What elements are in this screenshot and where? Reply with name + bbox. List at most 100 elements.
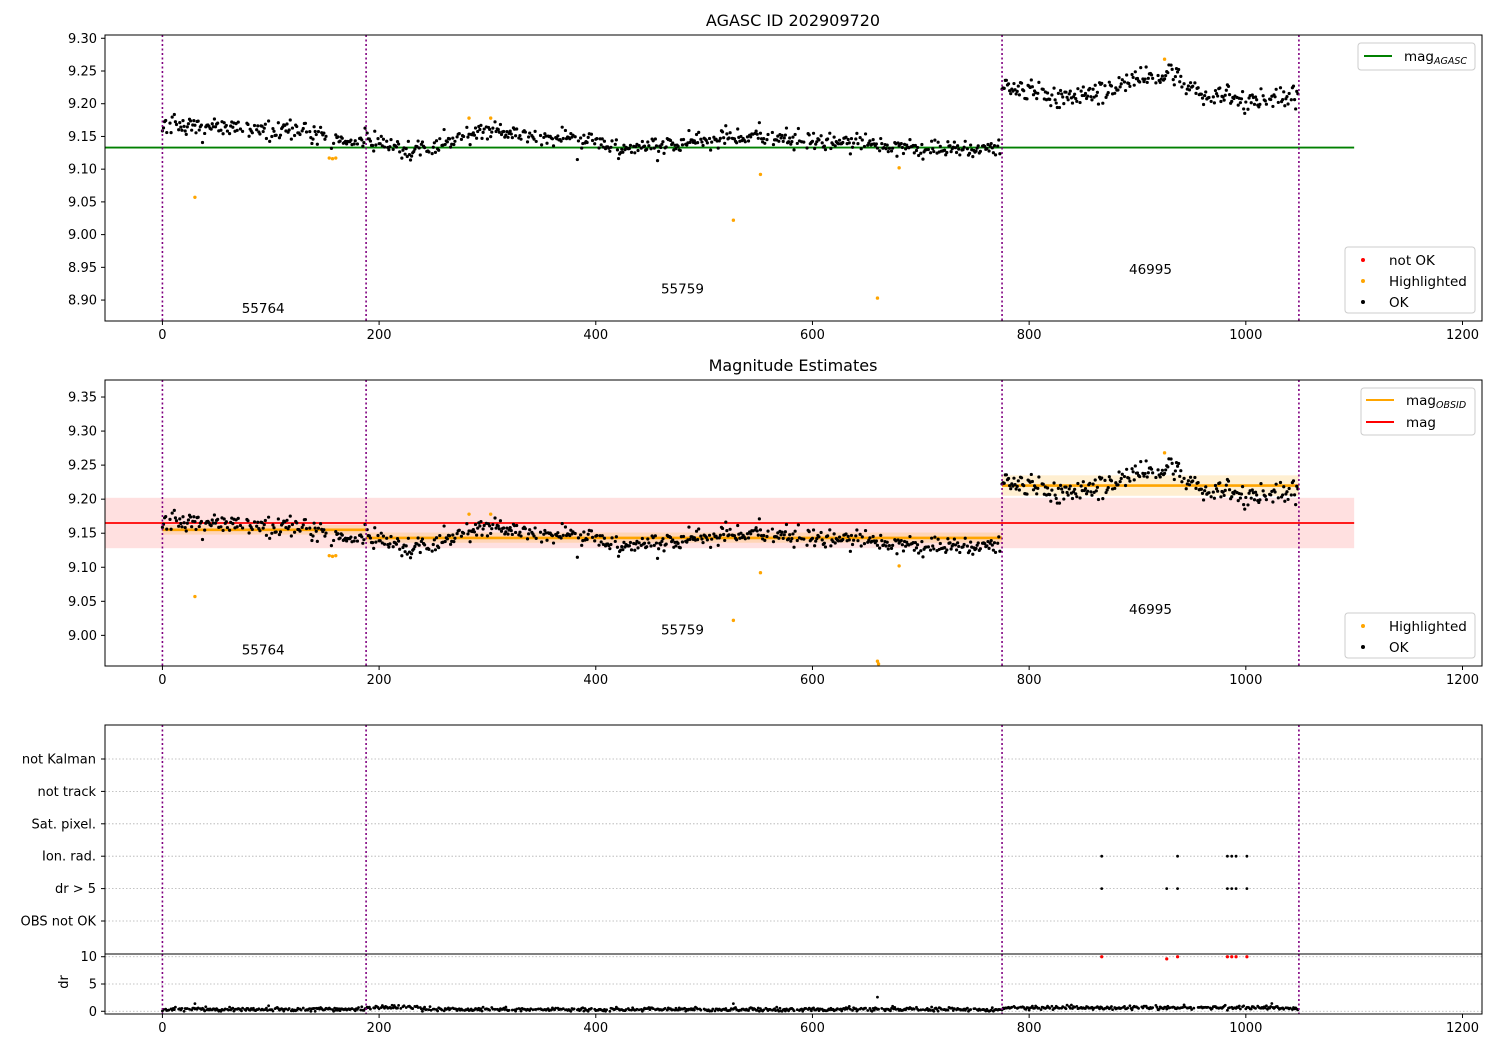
ok-point	[1252, 498, 1257, 502]
panel-2-title: Magnitude Estimates	[709, 356, 878, 375]
ok-point	[1127, 476, 1131, 480]
dr-point	[185, 1007, 189, 1010]
ok-point	[1015, 484, 1019, 488]
highlighted-point	[875, 296, 880, 300]
ok-point	[1017, 488, 1021, 492]
ok-point	[622, 143, 626, 147]
ok-point	[629, 548, 634, 552]
ok-point	[502, 129, 506, 134]
ok-point	[1109, 479, 1114, 483]
ok-point	[1169, 457, 1173, 461]
ok-point	[1175, 70, 1180, 74]
ok-point	[1177, 67, 1181, 72]
ok-point	[859, 544, 863, 548]
ok-point	[647, 541, 651, 545]
ok-point	[780, 530, 784, 534]
ok-point	[678, 148, 682, 153]
ok-point	[868, 536, 872, 540]
ok-point	[854, 534, 858, 538]
ok-point	[381, 534, 386, 538]
ok-point	[222, 517, 226, 521]
ok-point	[1263, 494, 1267, 498]
ok-point	[388, 145, 392, 149]
ok-point	[1057, 501, 1062, 505]
dr-point	[167, 1008, 171, 1012]
dr-point	[1168, 1006, 1172, 1010]
ok-point	[395, 536, 400, 541]
ok-point	[787, 537, 791, 541]
ok-point	[400, 554, 404, 558]
ok-point	[1107, 475, 1111, 479]
ok-point	[1118, 480, 1122, 484]
ok-point	[1142, 79, 1146, 84]
ok-point	[288, 514, 292, 518]
ok-point	[1170, 461, 1174, 465]
ok-point	[197, 524, 201, 529]
ok-point	[688, 537, 692, 542]
ok-point	[1201, 498, 1206, 502]
ok-point	[817, 535, 821, 539]
ok-point	[718, 136, 722, 140]
dr-point	[1075, 1004, 1079, 1008]
ok-point	[373, 129, 377, 133]
ok-point	[1253, 490, 1258, 494]
ok-point	[900, 145, 904, 150]
legend-label: not OK	[1389, 253, 1436, 269]
ok-point	[1154, 81, 1158, 85]
plot-frame	[104, 34, 1483, 322]
ok-point	[258, 132, 262, 136]
ok-point	[493, 120, 497, 124]
ok-point	[433, 548, 438, 552]
ok-point	[1249, 101, 1253, 105]
highlighted-point	[193, 594, 197, 599]
ok-point	[264, 136, 269, 141]
ok-point	[904, 544, 908, 548]
ok-point	[1287, 486, 1291, 491]
ok-point	[671, 141, 675, 145]
ok-point	[423, 543, 427, 547]
ok-point	[709, 545, 713, 549]
ok-point	[620, 147, 624, 151]
ok-point	[795, 141, 799, 146]
flag-label: not track	[37, 785, 96, 800]
ok-point	[290, 126, 295, 130]
dr-point	[536, 1007, 540, 1011]
ok-point	[445, 140, 449, 144]
ok-point	[848, 549, 852, 553]
ok-point	[593, 539, 597, 543]
ok-point	[221, 132, 225, 136]
ok-point	[633, 151, 637, 155]
ok-point	[1068, 89, 1072, 93]
dr-point	[973, 1007, 977, 1011]
ok-point	[1219, 99, 1223, 104]
ok-point	[783, 530, 787, 534]
ok-point	[1078, 496, 1082, 500]
ok-point	[1030, 85, 1034, 89]
y-tick-label: 8.90	[68, 294, 97, 309]
ok-point	[314, 132, 318, 137]
ok-point	[868, 139, 872, 143]
ok-point	[938, 144, 942, 148]
ok-point	[1230, 99, 1234, 103]
ok-point	[192, 119, 196, 123]
dr-point	[227, 1008, 230, 1012]
ok-point	[303, 517, 308, 522]
ok-point	[586, 532, 590, 536]
ok-point	[790, 537, 794, 541]
ok-point	[391, 147, 395, 152]
ok-point	[793, 132, 797, 137]
ok-point	[355, 539, 360, 543]
dr-point	[890, 1006, 893, 1010]
ok-point	[949, 547, 953, 551]
ok-point	[301, 523, 305, 527]
highlighted-point	[875, 659, 880, 663]
dr-point	[950, 1006, 954, 1010]
ok-point	[1179, 74, 1183, 78]
ok-point	[720, 130, 725, 134]
ok-point	[969, 143, 973, 147]
ok-point	[403, 152, 407, 156]
dr-point	[774, 1009, 778, 1013]
ok-point	[991, 151, 995, 155]
dr-point	[990, 1006, 994, 1010]
